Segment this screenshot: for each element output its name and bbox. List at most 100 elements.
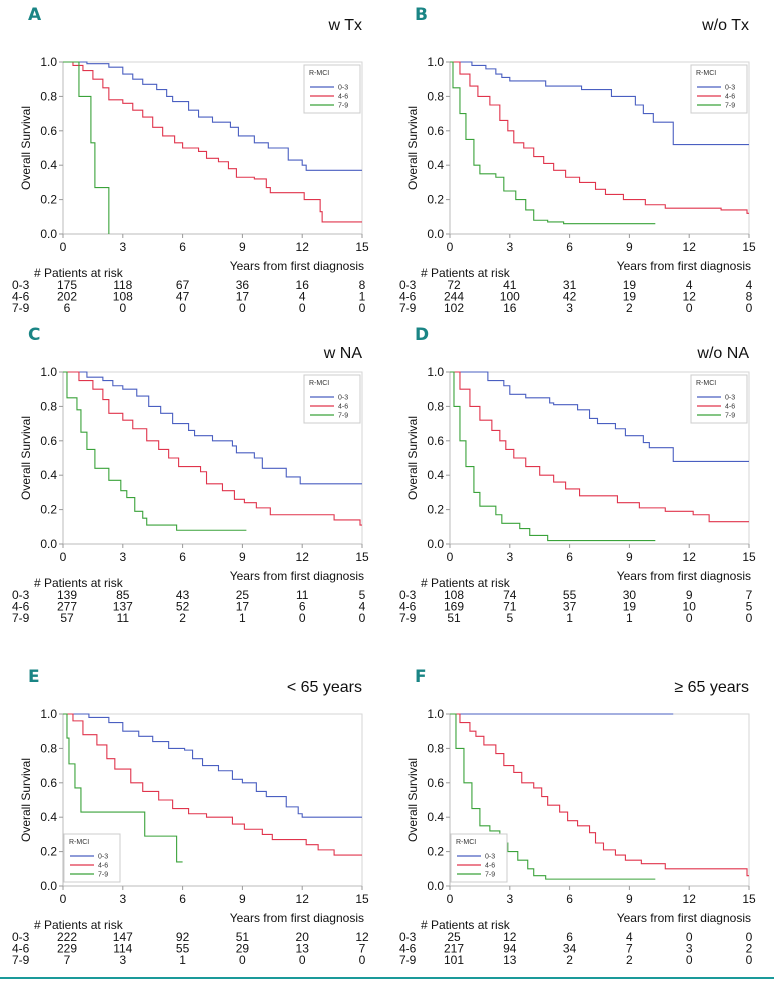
- km-panel-e: E < 65 years 0.0 0.2 0.4 0.6 0.8 1.0 0 3 6 9 12 15 Ove…: [0, 640, 387, 970]
- y-tick-label: 0.4: [427, 468, 444, 482]
- legend: R-MCI 0-3 4-6 7-9: [690, 374, 748, 424]
- risk-count: 10: [683, 600, 697, 614]
- survival-curve-7-9: [63, 371, 247, 531]
- panel-letter: F: [415, 667, 427, 687]
- bottom-divider: [0, 977, 774, 979]
- risk-group-label: 7-9: [399, 301, 417, 315]
- x-axis-label: Years from first diagnosis: [230, 911, 364, 925]
- legend-entry: 4-6: [338, 94, 348, 101]
- risk-count: 74: [503, 588, 517, 602]
- risk-row-7-9: 7-9 6 0 0 0 0 0: [12, 301, 366, 315]
- risk-count: 6: [299, 600, 306, 614]
- risk-group-label: 0-3: [399, 930, 417, 944]
- risk-count: 217: [444, 942, 464, 956]
- risk-count: 0: [746, 930, 753, 944]
- risk-group-label: 0-3: [399, 588, 417, 602]
- risk-count: 101: [444, 953, 464, 967]
- risk-count: 0: [686, 301, 693, 315]
- risk-count: 202: [57, 290, 77, 304]
- y-tick-label: 0.8: [427, 741, 444, 755]
- risk-row-7-9: 7-9 101 13 2 2 0 0: [399, 953, 753, 967]
- survival-curve-0-3: [63, 61, 362, 171]
- risk-count: 2: [179, 611, 186, 625]
- risk-count: 0: [686, 953, 693, 967]
- x-tick-label: 0: [447, 892, 454, 906]
- risk-count: 118: [113, 278, 132, 292]
- risk-count: 3: [566, 301, 573, 315]
- x-axis-label: Years from first diagnosis: [617, 569, 751, 583]
- x-tick-label: 3: [506, 892, 513, 906]
- km-plot-svg: E < 65 years 0.0 0.2 0.4 0.6 0.8 1.0 0 3 6 9 12 15 Ove…: [12, 667, 369, 967]
- legend-entry: 7-9: [725, 413, 735, 420]
- y-tick-label: 0.4: [427, 810, 444, 824]
- x-tick-label: 15: [355, 550, 369, 564]
- risk-table-label: # Patients at risk: [421, 266, 511, 280]
- risk-count: 57: [60, 611, 74, 625]
- risk-count: 51: [447, 611, 461, 625]
- legend-entry: 7-9: [725, 103, 735, 110]
- risk-count: 0: [746, 611, 753, 625]
- risk-count: 7: [746, 588, 753, 602]
- x-tick-label: 6: [179, 892, 186, 906]
- risk-row-7-9: 7-9 7 3 1 0 0 0: [12, 953, 366, 967]
- risk-count: 4: [686, 278, 693, 292]
- risk-table-label: # Patients at risk: [34, 918, 124, 932]
- risk-count: 43: [176, 588, 190, 602]
- risk-count: 100: [500, 290, 520, 304]
- survival-curve-7-9: [63, 61, 110, 234]
- y-tick-label: 0.8: [427, 89, 444, 103]
- y-tick-label: 1.0: [427, 55, 444, 69]
- x-tick-label: 15: [742, 240, 756, 254]
- y-tick-label: 0.0: [40, 879, 57, 893]
- risk-group-label: 7-9: [12, 953, 30, 967]
- y-tick-label: 0.4: [40, 468, 57, 482]
- legend-entry: 4-6: [338, 404, 348, 411]
- panel-title: w NA: [323, 345, 363, 362]
- risk-count: 19: [623, 278, 637, 292]
- y-tick-label: 0.2: [40, 193, 57, 207]
- survival-curve-0-3: [450, 371, 749, 462]
- risk-count: 169: [444, 600, 464, 614]
- risk-count: 102: [444, 301, 464, 315]
- y-tick-label: 0.4: [427, 158, 444, 172]
- risk-count: 5: [359, 588, 366, 602]
- survival-curve-0-3: [450, 61, 749, 146]
- survival-curve-4-6: [450, 61, 749, 214]
- y-tick-label: 0.8: [40, 741, 57, 755]
- x-tick-label: 0: [447, 550, 454, 564]
- risk-count: 30: [623, 588, 637, 602]
- risk-count: 9: [686, 588, 693, 602]
- legend-entry: 7-9: [338, 413, 348, 420]
- y-tick-label: 0.2: [427, 193, 444, 207]
- risk-count: 36: [236, 278, 250, 292]
- legend-entry: 7-9: [98, 872, 108, 879]
- risk-count: 13: [503, 953, 517, 967]
- x-tick-label: 12: [683, 892, 697, 906]
- legend-title: R-MCI: [69, 839, 89, 846]
- y-tick-label: 0.0: [40, 227, 57, 241]
- panel-title: ≥ 65 years: [674, 679, 749, 696]
- risk-count: 1: [566, 611, 573, 625]
- panel-title: w Tx: [328, 17, 362, 34]
- risk-count: 0: [239, 301, 246, 315]
- risk-group-label: 7-9: [399, 953, 417, 967]
- legend-entry: 4-6: [725, 404, 735, 411]
- risk-group-label: 7-9: [12, 301, 30, 315]
- risk-group-label: 7-9: [12, 611, 30, 625]
- risk-count: 16: [296, 278, 310, 292]
- y-axis-label: Overall Survival: [19, 106, 33, 190]
- risk-row-7-9: 7-9 57 11 2 1 0 0: [12, 611, 366, 625]
- risk-count: 0: [359, 611, 366, 625]
- y-tick-label: 0.0: [427, 537, 444, 551]
- x-tick-label: 9: [239, 240, 246, 254]
- risk-group-label: 4-6: [399, 290, 417, 304]
- risk-count: 25: [236, 588, 250, 602]
- survival-curve-4-6: [450, 713, 749, 877]
- risk-count: 71: [503, 600, 517, 614]
- risk-count: 222: [57, 930, 77, 944]
- x-tick-label: 9: [626, 550, 633, 564]
- risk-count: 17: [236, 600, 250, 614]
- x-tick-label: 12: [683, 240, 697, 254]
- y-tick-label: 0.0: [427, 227, 444, 241]
